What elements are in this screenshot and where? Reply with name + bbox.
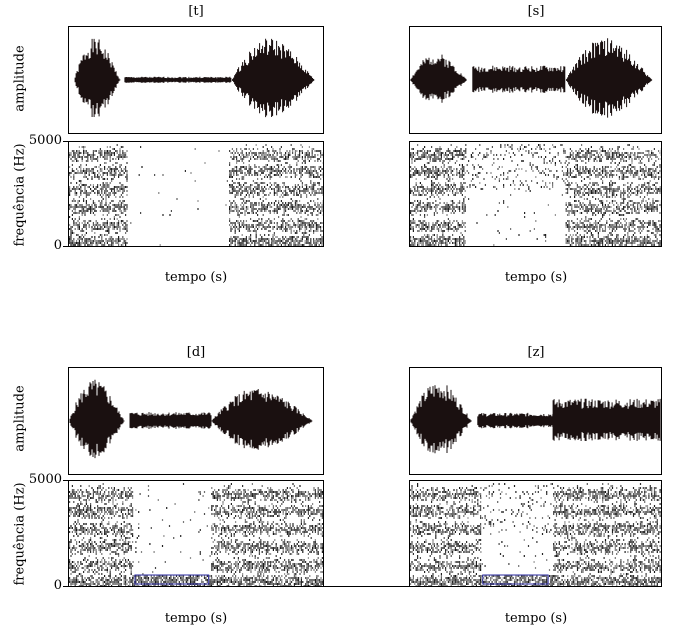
spectrogram-marks bbox=[410, 483, 661, 586]
panel-title-d: [d] bbox=[186, 345, 206, 360]
frequency-label-top: frequência (Hz) bbox=[12, 143, 28, 247]
waveform-s bbox=[409, 26, 662, 134]
freq-tick-bottom-0: 0 bbox=[53, 578, 62, 593]
spectrogram-t bbox=[68, 141, 324, 247]
waveform-z bbox=[409, 367, 662, 475]
spectrogram-s bbox=[409, 141, 662, 247]
xlabel-z: tempo (s) bbox=[504, 611, 568, 626]
freq-tick-top-5000: 5000 bbox=[28, 133, 62, 148]
waveform-trace bbox=[410, 38, 653, 118]
freq-tick-top-0: 0 bbox=[53, 238, 62, 253]
waveform-trace bbox=[74, 38, 316, 118]
spectrogram-marks bbox=[69, 483, 323, 586]
spectrogram-d bbox=[68, 480, 324, 587]
xlabel-d: tempo (s) bbox=[164, 611, 228, 626]
spectrogram-z bbox=[409, 480, 662, 587]
xlabel-t: tempo (s) bbox=[164, 270, 228, 285]
spectrogram-t-svg bbox=[69, 144, 323, 246]
waveform-z-svg bbox=[410, 385, 661, 454]
tick-mark bbox=[63, 141, 68, 142]
waveform-d-svg bbox=[69, 379, 313, 459]
baseline-bottom bbox=[64, 586, 662, 587]
spectrogram-s-svg bbox=[410, 144, 661, 246]
waveform-s-svg bbox=[410, 38, 653, 118]
waveform-trace bbox=[410, 385, 661, 454]
voicing-bar-box bbox=[134, 574, 210, 585]
panel-title-s: [s] bbox=[527, 4, 545, 19]
frequency-label-bottom: frequência (Hz) bbox=[12, 482, 28, 586]
tick-mark bbox=[63, 480, 68, 481]
waveform-trace bbox=[69, 379, 313, 459]
spectrogram-marks bbox=[410, 144, 661, 246]
panel-title-t: [t] bbox=[188, 4, 204, 19]
waveform-t-svg bbox=[74, 38, 316, 118]
amplitude-label-top: amplitude bbox=[12, 45, 28, 112]
tick-mark bbox=[63, 246, 68, 247]
spectrogram-marks bbox=[69, 144, 323, 246]
spectrogram-z-svg bbox=[410, 483, 661, 586]
waveform-d bbox=[68, 367, 324, 475]
freq-tick-bottom-5000: 5000 bbox=[28, 472, 62, 487]
amplitude-label-bottom: amplitude bbox=[12, 385, 28, 452]
panel-title-z: [z] bbox=[527, 345, 545, 360]
xlabel-s: tempo (s) bbox=[504, 270, 568, 285]
spectrogram-d-svg bbox=[69, 483, 323, 586]
voicing-bar-box bbox=[482, 574, 549, 585]
waveform-t bbox=[68, 26, 324, 134]
